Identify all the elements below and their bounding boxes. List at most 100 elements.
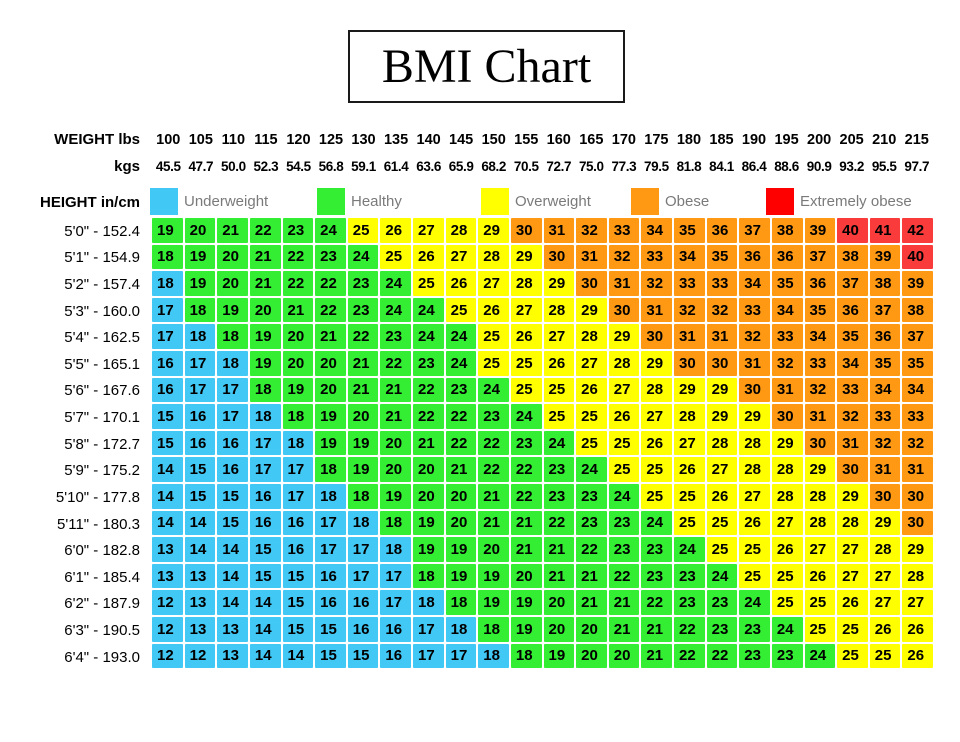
bmi-cell-obese: 34 [804,324,836,349]
bmi-cell-healthy: 18 [510,643,542,669]
weight-kgs-value: 95.5 [871,159,897,174]
bmi-cell-obese: 30 [543,244,575,270]
bmi-cell-overweight: 29 [739,404,770,429]
bmi-cell-underweight: 15 [282,616,314,642]
bmi-cell-obese: 33 [608,218,640,243]
bmi-cell-healthy: 24 [576,457,607,482]
bmi-cell-healthy: 24 [543,430,575,456]
weight-kgs-value: 84.1 [709,159,734,174]
bmi-cell-underweight: 13 [152,537,183,562]
bmi-cell-obese: 32 [608,244,640,270]
bmi-cell-healthy: 22 [608,563,640,589]
bmi-cell-underweight: 16 [282,510,314,536]
height-label: 5'7" - 170.1 [64,409,140,427]
height-axis-label: HEIGHT in/cm [39,194,140,211]
bmi-cell-underweight: 13 [217,616,248,642]
weight-kgs-value: 47.7 [188,159,214,174]
bmi-cell-healthy: 21 [641,643,672,669]
bmi-cell-overweight: 28 [445,218,477,243]
bmi-cell-overweight: 26 [837,590,868,615]
bmi-cell-overweight: 25 [445,297,477,323]
bmi-cell-obese: 31 [674,324,705,349]
bmi-cell-underweight: 18 [184,324,216,349]
bmi-cell-healthy: 22 [478,430,509,456]
bmi-cell-healthy: 21 [543,537,575,562]
bmi-cell-overweight: 28 [837,510,868,536]
bmi-cell-underweight: 13 [184,590,216,615]
bmi-cell-obese: 35 [837,324,868,349]
weight-kgs-value: 86.4 [741,159,767,174]
bmi-cell-overweight: 28 [771,457,803,482]
bmi-cell-healthy: 21 [315,324,346,349]
bmi-cell-overweight: 27 [576,350,607,376]
bmi-cell-underweight: 17 [152,297,183,323]
bmi-cell-underweight: 14 [249,643,281,669]
bmi-cell-overweight: 27 [869,590,901,615]
bmi-cell-healthy: 21 [217,218,248,243]
bmi-cell-obese: 33 [739,297,770,323]
bmi-cell-healthy: 22 [249,218,281,243]
bmi-cell-underweight: 15 [249,563,281,589]
bmi-cell-healthy: 20 [184,218,216,243]
bmi-cell-healthy: 24 [380,297,411,323]
bmi-cell-underweight: 13 [152,563,183,589]
bmi-cell-extremely-obese: 40 [902,244,933,270]
bmi-cell-healthy: 21 [282,297,314,323]
bmi-cell-healthy: 21 [608,590,640,615]
bmi-cell-healthy: 21 [576,563,607,589]
bmi-cell-overweight: 29 [608,324,640,349]
height-label: 5'11" - 180.3 [57,515,140,533]
bmi-cell-underweight: 18 [217,350,248,376]
bmi-cell-obese: 31 [576,244,607,270]
bmi-cell-obese: 35 [771,271,803,296]
weight-lbs-value: 180 [676,132,702,148]
bmi-cell-healthy: 19 [543,643,575,669]
bmi-cell-underweight: 17 [282,457,314,482]
bmi-cell-healthy: 23 [445,377,477,403]
legend-swatch [631,188,659,215]
bmi-cell-healthy: 20 [413,483,444,509]
bmi-cell-overweight: 25 [478,350,509,376]
bmi-cell-overweight: 25 [543,404,575,429]
bmi-cell-healthy: 23 [413,350,444,376]
weight-lbs-value: 155 [514,132,539,148]
bmi-cell-underweight: 12 [152,590,183,615]
bmi-cell-obese: 34 [869,377,901,403]
bmi-cell-overweight: 26 [576,377,607,403]
bmi-cell-overweight: 27 [543,324,575,349]
bmi-cell-overweight: 25 [641,483,672,509]
bmi-cell-overweight: 29 [804,457,836,482]
bmi-cell-overweight: 29 [478,218,509,243]
bmi-cell-underweight: 17 [152,324,183,349]
bmi-cell-obese: 31 [739,350,770,376]
bmi-cell-healthy: 23 [543,457,575,482]
legend-item-extremely-obese: Extremely obese [766,188,912,215]
bmi-cell-overweight: 28 [576,324,607,349]
bmi-cell-overweight: 27 [739,483,770,509]
bmi-cell-obese: 35 [869,350,901,376]
bmi-cell-healthy: 23 [576,483,607,509]
bmi-cell-overweight: 25 [674,483,705,509]
bmi-cell-underweight: 15 [184,483,216,509]
bmi-cell-overweight: 28 [804,510,836,536]
bmi-cell-overweight: 27 [608,377,640,403]
bmi-cell-underweight: 17 [380,590,411,615]
bmi-cell-overweight: 25 [347,218,379,243]
bmi-cell-extremely-obese: 42 [902,218,933,243]
bmi-cell-underweight: 16 [152,350,183,376]
weight-kgs-value: 59.1 [351,159,376,174]
bmi-cell-underweight: 15 [249,537,281,562]
bmi-cell-healthy: 19 [184,271,216,296]
legend: Underweight Healthy Overweight Obese Extreme… [0,188,960,216]
bmi-cell-obese: 30 [804,430,836,456]
bmi-cell-healthy: 19 [380,483,411,509]
bmi-cell-overweight: 28 [543,297,575,323]
bmi-cell-underweight: 17 [249,457,281,482]
bmi-cell-underweight: 17 [413,643,444,669]
bmi-cell-healthy: 24 [380,271,411,296]
bmi-cell-healthy: 21 [445,457,477,482]
bmi-cell-healthy: 19 [217,297,248,323]
weight-kgs-value: 56.8 [318,159,344,174]
bmi-cell-underweight: 14 [152,457,183,482]
bmi-cell-underweight: 17 [184,377,216,403]
